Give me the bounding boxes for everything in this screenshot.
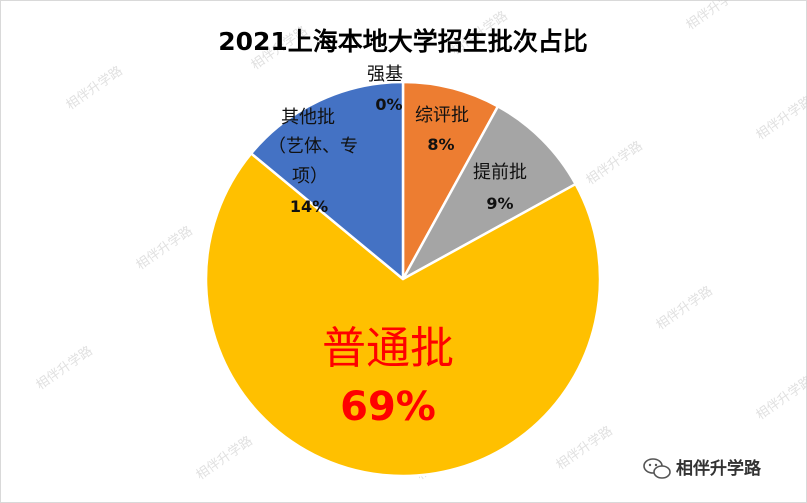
pie-slice-4 bbox=[249, 80, 405, 281]
pct-zongping: 8% bbox=[427, 135, 454, 154]
watermark-text: 相伴升学路 bbox=[133, 223, 195, 273]
pct-putong: 69% bbox=[340, 384, 436, 430]
label-other-line3: 项） bbox=[292, 166, 328, 187]
label-tiqian: 提前批 bbox=[473, 162, 527, 183]
pie-slices bbox=[204, 80, 602, 478]
pct-qiangji: 0% bbox=[375, 95, 402, 114]
label-qiangji: 强基 bbox=[367, 64, 403, 85]
label-zongping: 综评批 bbox=[415, 105, 469, 126]
pie-slice-3 bbox=[204, 152, 602, 478]
watermark-text: 相伴升学路 bbox=[753, 93, 807, 143]
watermark-text: 相伴升学路 bbox=[683, 0, 745, 33]
label-other-line1: 其他批 bbox=[281, 107, 335, 128]
watermark-text: 相伴升学路 bbox=[553, 423, 615, 473]
label-putong: 普通批 bbox=[322, 323, 454, 374]
label-other-line2: （艺体、专 bbox=[268, 136, 358, 157]
pie-slice-2 bbox=[401, 105, 577, 281]
watermark-text: 相伴升学路 bbox=[193, 433, 255, 483]
watermark-text: 相伴升学路 bbox=[63, 63, 125, 113]
pct-tiqian: 9% bbox=[486, 194, 513, 213]
pct-other: 14% bbox=[290, 197, 328, 216]
footer-text: 相伴升学路 bbox=[676, 458, 762, 479]
pie-slice-1 bbox=[401, 80, 500, 281]
watermark-text: 相伴升学路 bbox=[653, 283, 715, 333]
watermark-text: 相伴升学路 bbox=[33, 343, 95, 393]
watermark-text: 相伴升学路 bbox=[753, 373, 807, 423]
watermark-text: 相伴升学路 bbox=[583, 138, 645, 188]
chart-title: 2021上海本地大学招生批次占比 bbox=[218, 27, 588, 56]
wechat-icon bbox=[643, 458, 671, 479]
